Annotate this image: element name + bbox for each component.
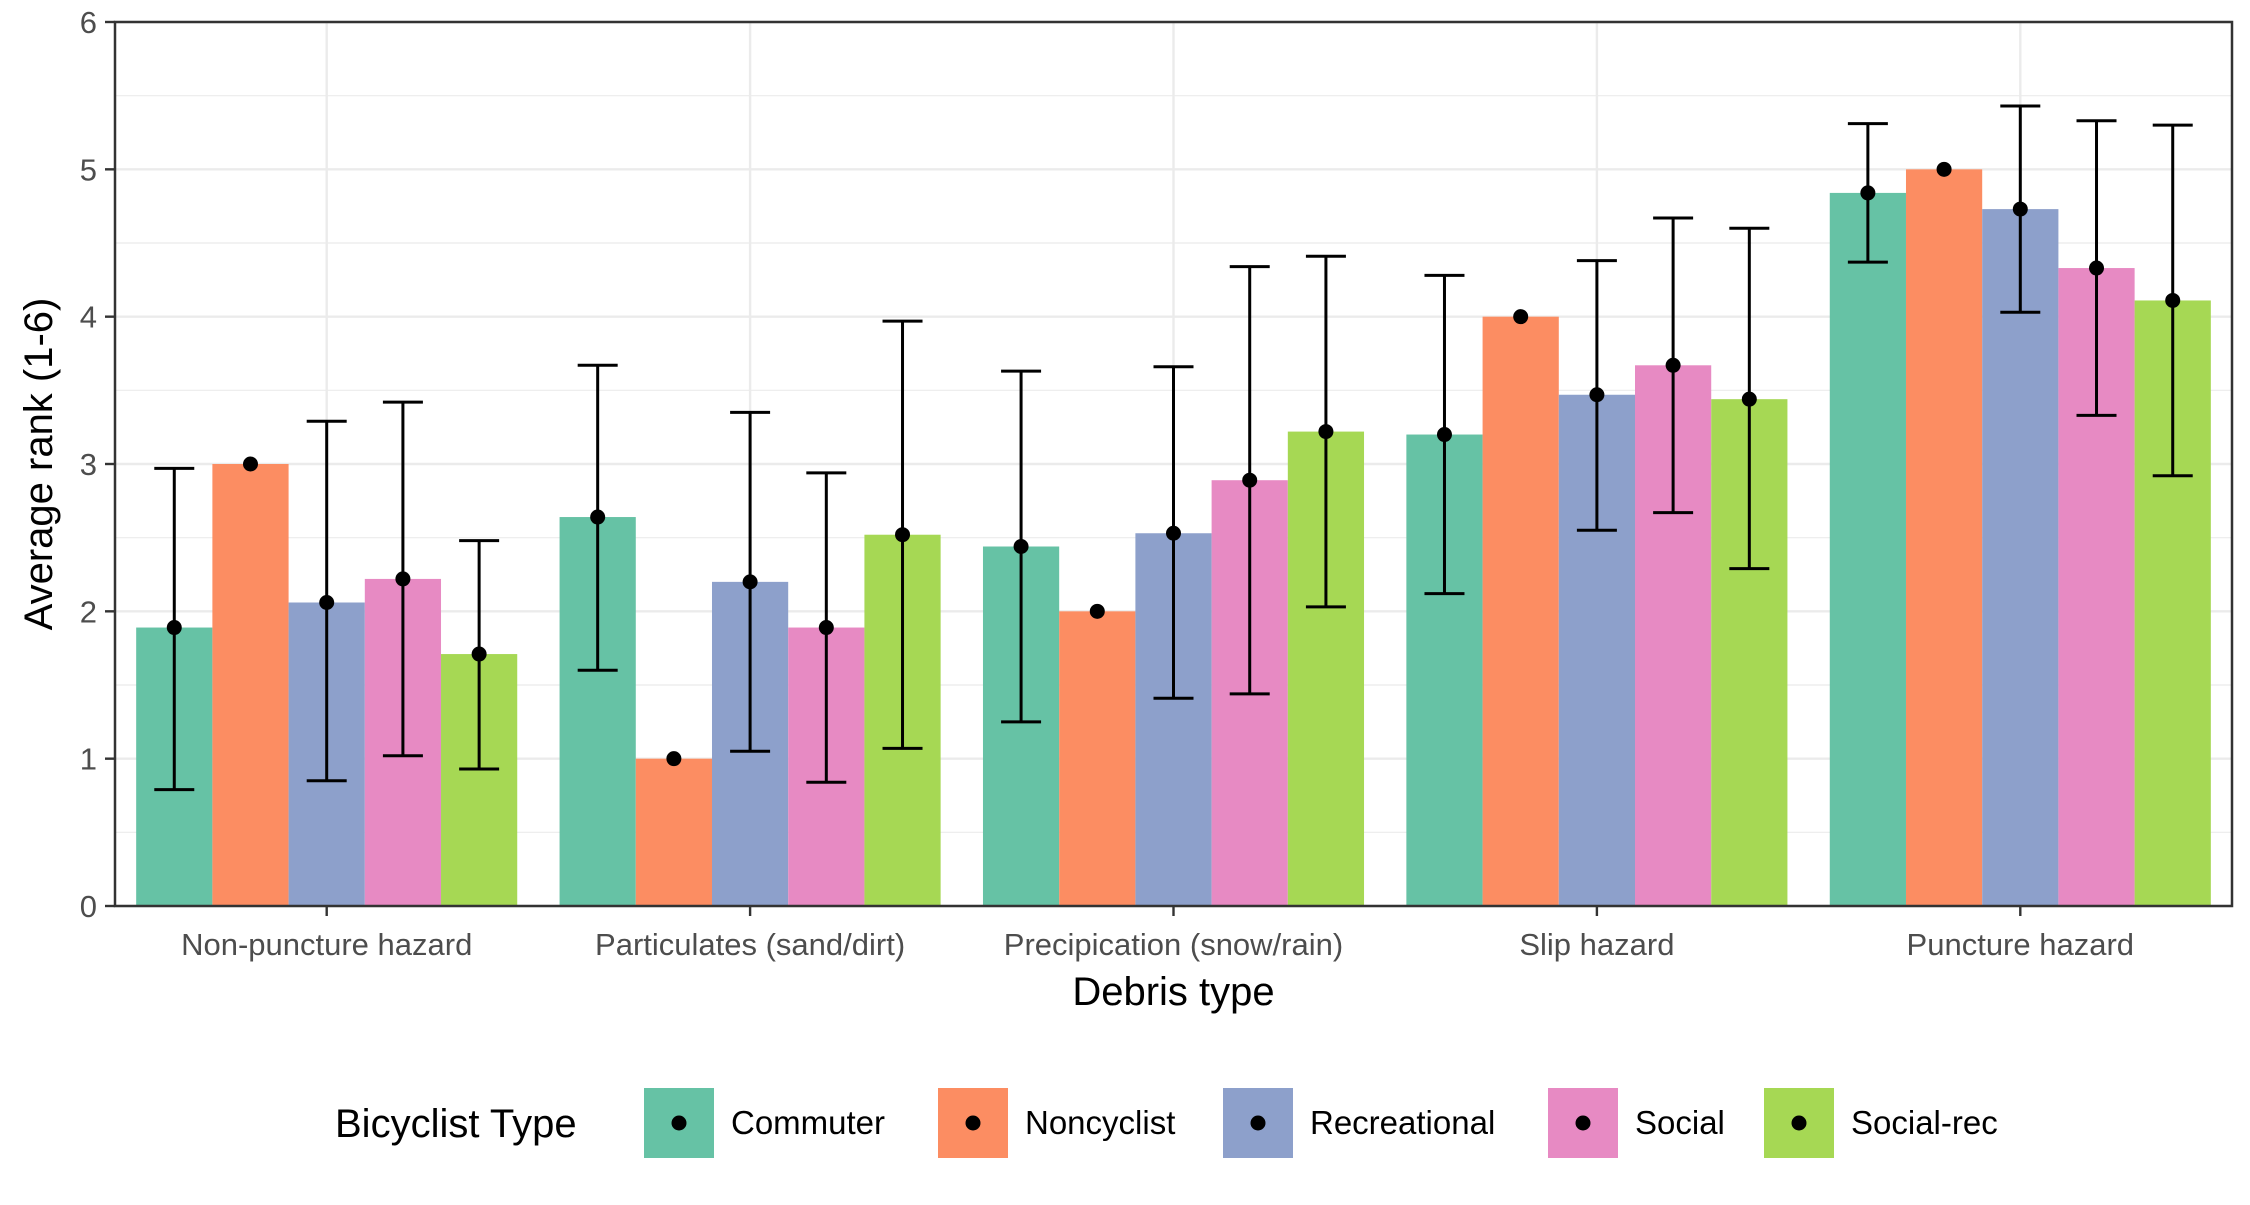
mean-point — [1318, 424, 1334, 440]
mean-point — [1513, 309, 1529, 325]
legend-label: Noncyclist — [1025, 1104, 1175, 1141]
legend-label: Recreational — [1310, 1104, 1495, 1141]
bar-noncyclist — [635, 758, 712, 906]
mean-point — [1166, 525, 1181, 541]
legend-label: Commuter — [731, 1104, 885, 1141]
x-tick-label: Non-puncture hazard — [181, 927, 472, 962]
y-tick-label: 6 — [80, 5, 97, 40]
bar-noncyclist — [1905, 169, 1983, 907]
mean-point — [2165, 292, 2181, 308]
mean-point — [242, 456, 258, 472]
y-tick-label: 5 — [80, 152, 97, 187]
mean-point — [1589, 387, 1605, 403]
mean-point — [590, 509, 606, 525]
mean-point — [818, 620, 834, 636]
mean-point — [742, 574, 758, 590]
legend-key-point — [1791, 1115, 1807, 1131]
bar-layer — [136, 169, 2211, 907]
x-tick-label: Slip hazard — [1519, 927, 1674, 962]
legend: Bicyclist Type Commuter Noncyclist Recreat… — [335, 1088, 1998, 1158]
mean-point — [166, 620, 182, 636]
y-axis-label: Average rank (1-6) — [17, 298, 61, 631]
legend-key-point — [1250, 1115, 1266, 1131]
mean-point — [2012, 201, 2028, 217]
mean-point — [1936, 161, 1952, 177]
axis-layer: 0 1 2 3 4 5 6 Non-puncture hazard Particulates (… — [80, 5, 2134, 962]
legend-key-point — [671, 1115, 687, 1131]
mean-point — [319, 594, 335, 610]
mean-point — [1436, 427, 1452, 443]
legend-label: Social — [1635, 1104, 1725, 1141]
bar-noncyclist — [1059, 611, 1136, 906]
x-tick-label: Particulates (sand/dirt) — [595, 927, 905, 962]
mean-point — [1741, 391, 1757, 407]
mean-point — [895, 527, 911, 543]
legend-title: Bicyclist Type — [335, 1102, 577, 1146]
bar-noncyclist — [1482, 316, 1559, 907]
mean-point — [1860, 185, 1876, 201]
mean-point — [471, 646, 487, 662]
mean-point — [1013, 539, 1029, 555]
mean-point — [666, 751, 682, 767]
x-axis-label: Debris type — [1072, 970, 1274, 1014]
y-tick-label: 1 — [80, 742, 97, 777]
mean-point — [1242, 472, 1258, 488]
x-tick-label: Puncture hazard — [1907, 927, 2134, 962]
bar-recreational — [1982, 209, 2059, 906]
mean-point — [395, 571, 411, 587]
point-layer — [166, 161, 2181, 767]
y-tick-label: 0 — [80, 889, 97, 924]
bar-commuter — [1829, 192, 1906, 906]
legend-key-point — [965, 1115, 981, 1131]
legend-label: Social-rec — [1851, 1104, 1998, 1141]
y-tick-label: 3 — [80, 447, 97, 482]
x-tick-label: Precipication (snow/rain) — [1004, 927, 1343, 962]
mean-point — [1089, 603, 1105, 619]
legend-key-point — [1575, 1115, 1591, 1131]
mean-point — [2089, 260, 2105, 276]
y-tick-label: 4 — [80, 300, 97, 335]
mean-point — [1665, 357, 1681, 373]
bar-noncyclist — [212, 464, 289, 906]
y-tick-label: 2 — [80, 594, 97, 629]
